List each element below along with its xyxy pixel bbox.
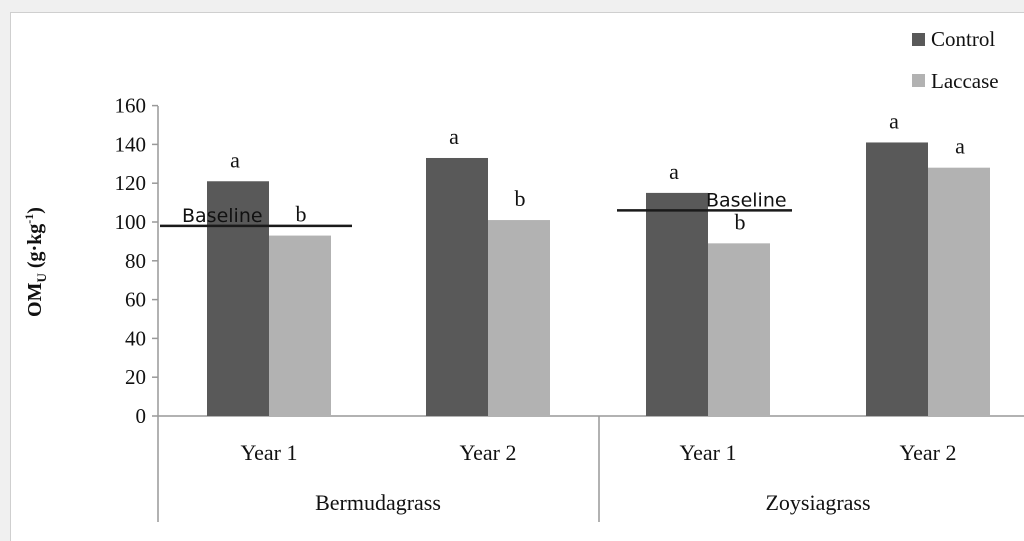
y-tick-label: 100 [115,210,147,234]
legend-swatch-control [912,33,925,46]
y-tick-label: 140 [115,132,147,156]
group-label: Zoysiagrass [765,490,870,515]
y-tick-label: 60 [125,288,146,312]
significance-letter: a [889,108,899,133]
legend: Control Laccase [912,27,999,93]
group-label: Bermudagrass [315,490,441,515]
y-tick-label: 160 [115,94,147,118]
significance-letter: a [449,124,459,149]
bar-control [646,192,708,416]
baseline-label: Baseline [182,205,263,227]
bar-laccase [269,235,331,416]
significance-letter: b [515,186,526,211]
baseline-label: Baseline [706,189,787,211]
y-axis-label: OMU (g·kg-1) [22,207,49,317]
y-tick-label: 80 [125,249,146,273]
bar-laccase [708,243,770,416]
x-tick-label: Year 1 [240,440,297,465]
x-tick-label: Year 2 [459,440,516,465]
significance-letter: a [230,147,240,172]
significance-letter: a [955,134,965,159]
x-tick-label: Year 1 [679,440,736,465]
significance-letter: b [296,202,307,227]
bar-laccase [488,220,550,416]
legend-label-laccase: Laccase [931,69,999,93]
bar-control [426,157,488,417]
significance-letter: a [669,159,679,184]
bar-laccase [928,167,990,416]
bar-control [207,181,269,416]
y-tick-label: 40 [125,326,146,350]
y-tick-label: 20 [125,365,146,389]
y-tick-label: 120 [115,171,147,195]
significance-letter: b [735,209,746,234]
legend-label-control: Control [931,27,995,51]
bar-control [866,142,928,416]
legend-swatch-laccase [912,74,925,87]
x-tick-label: Year 2 [899,440,956,465]
y-tick-label: 0 [136,404,147,428]
